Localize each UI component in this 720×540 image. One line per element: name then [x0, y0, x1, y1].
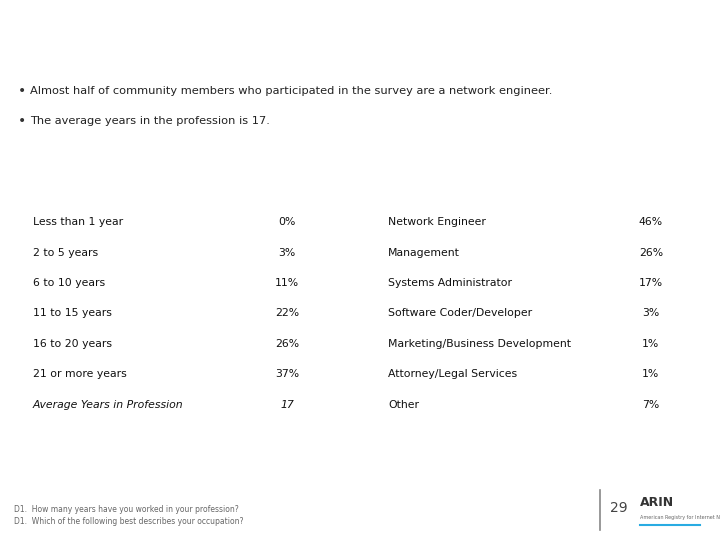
Text: 16 to 20 years: 16 to 20 years [33, 339, 112, 349]
Text: Years in Profession: Years in Profession [106, 174, 249, 187]
Text: 29: 29 [610, 501, 628, 515]
Text: 2 to 5 years: 2 to 5 years [33, 248, 98, 258]
Text: (n=698): (n=698) [516, 192, 559, 201]
Text: (n=699): (n=699) [156, 192, 199, 201]
Text: 6 to 10 years: 6 to 10 years [33, 278, 105, 288]
Text: Network Engineer: Network Engineer [388, 217, 486, 227]
Text: 3%: 3% [642, 308, 660, 319]
Text: 17%: 17% [639, 278, 663, 288]
Text: 3%: 3% [279, 248, 296, 258]
Text: 21 or more years: 21 or more years [33, 369, 127, 380]
Text: Average Years in Profession: Average Years in Profession [33, 400, 184, 410]
Text: American Registry for Internet Numbers: American Registry for Internet Numbers [640, 516, 720, 521]
Text: 17: 17 [280, 400, 294, 410]
Text: Less than 1 year: Less than 1 year [33, 217, 123, 227]
Text: Almost half of community members who participated in the survey are a network en: Almost half of community members who par… [30, 86, 552, 96]
Text: Management: Management [388, 248, 460, 258]
Text: 22%: 22% [275, 308, 300, 319]
Text: •: • [18, 84, 26, 98]
Text: 11 to 15 years: 11 to 15 years [33, 308, 112, 319]
Text: D1.  Which of the following best describes your occupation?: D1. Which of the following best describe… [14, 517, 243, 526]
Text: Systems Administrator: Systems Administrator [388, 278, 512, 288]
Text: •: • [18, 114, 26, 128]
Text: 11%: 11% [275, 278, 300, 288]
Text: Software Coder/Developer: Software Coder/Developer [388, 308, 532, 319]
Text: Other: Other [388, 400, 419, 410]
Text: Occupation: Occupation [495, 174, 580, 187]
Text: Attorney/Legal Services: Attorney/Legal Services [388, 369, 517, 380]
Text: 26%: 26% [275, 339, 300, 349]
Text: 7%: 7% [642, 400, 660, 410]
Text: Marketing/Business Development: Marketing/Business Development [388, 339, 571, 349]
Text: ARIN: ARIN [640, 496, 674, 509]
Text: Professional Characteristics: Professional Characteristics [18, 21, 287, 39]
Text: 1%: 1% [642, 339, 660, 349]
Text: 37%: 37% [275, 369, 300, 380]
Text: 46%: 46% [639, 217, 663, 227]
Text: 26%: 26% [639, 248, 663, 258]
Text: D1.  How many years have you worked in your profession?: D1. How many years have you worked in yo… [14, 505, 239, 515]
Text: 1%: 1% [642, 369, 660, 380]
Text: The average years in the profession is 17.: The average years in the profession is 1… [30, 116, 270, 126]
Text: 0%: 0% [279, 217, 296, 227]
